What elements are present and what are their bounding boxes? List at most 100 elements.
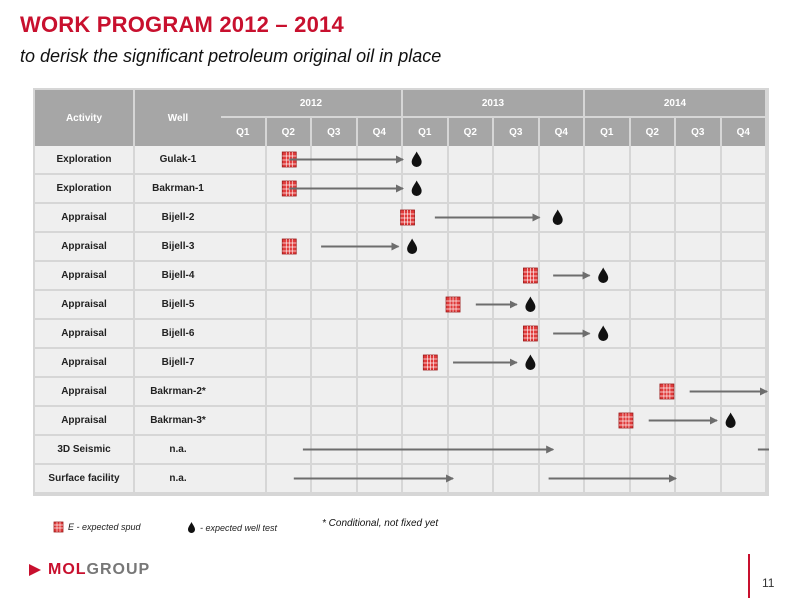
page-number: 11 bbox=[762, 576, 775, 590]
legend-test: - expected well test bbox=[187, 521, 277, 534]
header-quarter: Q3 bbox=[312, 118, 356, 146]
quarter-cell bbox=[403, 291, 447, 318]
quarter-cell bbox=[403, 320, 447, 347]
quarter-cell bbox=[221, 320, 265, 347]
activity-cell: Exploration bbox=[35, 146, 133, 173]
quarter-cell bbox=[266, 233, 310, 260]
table-grid: Activity Well 2012 2013 2014 Q1 Q2 Q3 Q4 Q1 Q2 Q3 Q4… bbox=[33, 88, 769, 496]
quarter-cell bbox=[494, 320, 538, 347]
quarter-cell bbox=[721, 378, 765, 405]
quarter-cell bbox=[630, 378, 674, 405]
header-well: Well bbox=[135, 90, 221, 146]
quarter-cell bbox=[585, 204, 629, 231]
header-quarter: Q3 bbox=[494, 118, 538, 146]
quarter-cell bbox=[221, 175, 265, 202]
quarter-cell bbox=[721, 436, 765, 463]
quarter-cell bbox=[494, 436, 538, 463]
quarter-cell bbox=[539, 378, 583, 405]
quarter-cell bbox=[221, 378, 265, 405]
quarter-cell bbox=[403, 204, 447, 231]
rig-icon bbox=[53, 521, 64, 533]
quarter-cell bbox=[266, 378, 310, 405]
quarter-cell bbox=[221, 407, 265, 434]
quarter-cell bbox=[676, 262, 720, 289]
quarter-cell bbox=[266, 407, 310, 434]
quarter-cell bbox=[357, 204, 401, 231]
quarter-cell bbox=[494, 262, 538, 289]
activity-cell: Appraisal bbox=[35, 233, 133, 260]
logo-mol-text: MOL bbox=[48, 561, 87, 578]
legend-test-label: - expected well test bbox=[200, 522, 278, 533]
activity-cell: Appraisal bbox=[35, 407, 133, 434]
quarter-cell bbox=[221, 233, 265, 260]
well-cell: Bakrman-3* bbox=[135, 407, 221, 434]
oil-drop-icon bbox=[188, 522, 195, 533]
quarter-cell bbox=[585, 233, 629, 260]
quarter-cell bbox=[539, 320, 583, 347]
quarter-cell bbox=[448, 378, 492, 405]
quarter-cell bbox=[630, 233, 674, 260]
quarter-cell bbox=[721, 349, 765, 376]
quarter-cell bbox=[403, 436, 447, 463]
quarter-cell bbox=[539, 233, 583, 260]
quarter-cell bbox=[585, 291, 629, 318]
quarter-cell bbox=[448, 465, 492, 492]
quarter-cell bbox=[539, 465, 583, 492]
quarter-cell bbox=[630, 204, 674, 231]
quarter-cell bbox=[266, 436, 310, 463]
quarter-cell bbox=[266, 262, 310, 289]
quarter-cell bbox=[221, 146, 265, 173]
footnote: * Conditional, not fixed yet bbox=[322, 518, 439, 529]
quarter-cell bbox=[312, 320, 356, 347]
quarter-cell bbox=[676, 146, 720, 173]
quarter-cell bbox=[448, 262, 492, 289]
quarter-cell bbox=[448, 291, 492, 318]
quarter-cell bbox=[494, 349, 538, 376]
quarter-cell bbox=[539, 175, 583, 202]
quarter-cell bbox=[494, 378, 538, 405]
header-quarter: Q1 bbox=[221, 118, 265, 146]
quarter-cell bbox=[585, 175, 629, 202]
well-cell: Bijell-3 bbox=[135, 233, 221, 260]
quarter-cell bbox=[630, 175, 674, 202]
quarter-cell bbox=[357, 233, 401, 260]
header-quarter: Q2 bbox=[266, 118, 310, 146]
quarter-cell bbox=[312, 175, 356, 202]
header-quarter: Q4 bbox=[539, 118, 583, 146]
quarter-cell bbox=[312, 436, 356, 463]
quarter-cell bbox=[676, 233, 720, 260]
quarter-cell bbox=[448, 436, 492, 463]
quarter-cell bbox=[357, 349, 401, 376]
well-cell: Gulak-1 bbox=[135, 146, 221, 173]
header-year: 2013 bbox=[403, 90, 583, 116]
quarter-cell bbox=[721, 291, 765, 318]
quarter-cell bbox=[494, 204, 538, 231]
quarter-cell bbox=[312, 146, 356, 173]
quarter-cell bbox=[403, 146, 447, 173]
quarter-cell bbox=[630, 407, 674, 434]
quarter-cell bbox=[357, 262, 401, 289]
activity-cell: Appraisal bbox=[35, 378, 133, 405]
header-quarter: Q2 bbox=[448, 118, 492, 146]
quarter-cell bbox=[266, 204, 310, 231]
quarter-cell bbox=[403, 262, 447, 289]
quarter-cell bbox=[357, 146, 401, 173]
quarter-cell bbox=[266, 320, 310, 347]
quarter-cell bbox=[448, 204, 492, 231]
quarter-cell bbox=[221, 349, 265, 376]
well-cell: Bijell-7 bbox=[135, 349, 221, 376]
quarter-cell bbox=[676, 320, 720, 347]
activity-cell: Exploration bbox=[35, 175, 133, 202]
quarter-cell bbox=[266, 146, 310, 173]
quarter-cell bbox=[676, 291, 720, 318]
header-quarter: Q4 bbox=[721, 118, 765, 146]
quarter-cell bbox=[448, 320, 492, 347]
quarter-cell bbox=[448, 175, 492, 202]
quarter-cell bbox=[585, 262, 629, 289]
quarter-cell bbox=[676, 175, 720, 202]
logo-mark-icon bbox=[29, 564, 41, 576]
activity-cell: Appraisal bbox=[35, 262, 133, 289]
activity-cell: Appraisal bbox=[35, 320, 133, 347]
quarter-cell bbox=[494, 175, 538, 202]
quarter-cell bbox=[357, 175, 401, 202]
